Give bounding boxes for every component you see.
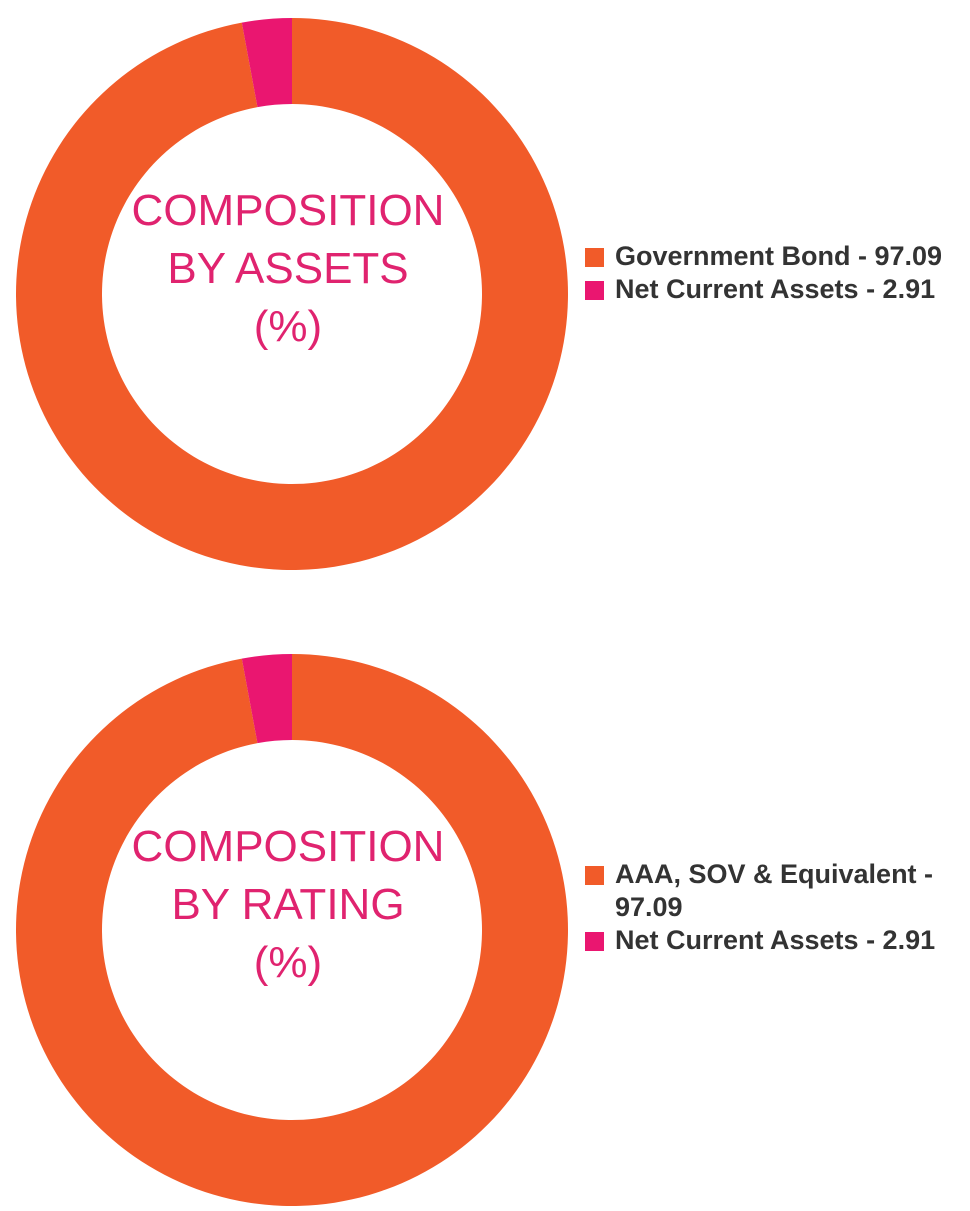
legend-label: AAA, SOV & Equivalent - 97.09 xyxy=(615,859,934,922)
rating-title-line-2: BY RATING xyxy=(171,880,405,929)
rating-title-line-3: (%) xyxy=(253,938,323,987)
assets-chart: COMPOSITION BY ASSETS (%) Government Bon… xyxy=(0,12,970,572)
legend-swatch-orange xyxy=(585,248,604,267)
assets-legend: Government Bond - 97.09 Net Current Asse… xyxy=(585,240,955,306)
donut-slice-0 xyxy=(16,654,568,1206)
rating-center-title: COMPOSITION BY RATING (%) xyxy=(100,818,476,992)
rating-chart: COMPOSITION BY RATING (%) AAA, SOV & Equ… xyxy=(0,648,970,1208)
assets-title-line-1: COMPOSITION xyxy=(131,186,445,235)
legend-swatch-pink xyxy=(585,932,604,951)
legend-item-net-current-assets: Net Current Assets - 2.91 xyxy=(585,924,955,957)
rating-title-line-1: COMPOSITION xyxy=(131,822,445,871)
assets-donut xyxy=(16,18,568,570)
legend-item-government-bond: Government Bond - 97.09 xyxy=(585,240,955,273)
legend-item-net-current-assets: Net Current Assets - 2.91 xyxy=(585,273,955,306)
legend-label: Net Current Assets - 2.91 xyxy=(615,925,936,955)
donut-slice-0 xyxy=(16,18,568,570)
legend-swatch-pink xyxy=(585,281,604,300)
legend-item-aaa-sov: AAA, SOV & Equivalent - 97.09 xyxy=(585,858,955,924)
rating-legend: AAA, SOV & Equivalent - 97.09 Net Curren… xyxy=(585,858,955,957)
donut-slice-1 xyxy=(241,18,292,108)
assets-title-line-3: (%) xyxy=(253,302,323,351)
rating-donut xyxy=(16,654,568,1206)
assets-center-title: COMPOSITION BY ASSETS (%) xyxy=(100,182,476,356)
legend-label: Government Bond - 97.09 xyxy=(615,241,943,271)
donut-slice-1 xyxy=(241,654,292,744)
assets-title-line-2: BY ASSETS xyxy=(167,244,409,293)
legend-swatch-orange xyxy=(585,866,604,885)
legend-label: Net Current Assets - 2.91 xyxy=(615,274,936,304)
